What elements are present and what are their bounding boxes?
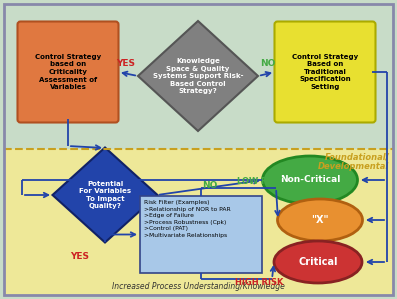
Polygon shape — [138, 21, 258, 131]
Text: Foundational/
Developmental: Foundational/ Developmental — [318, 152, 389, 171]
Text: Increased Process Understanding/Knowledge: Increased Process Understanding/Knowledg… — [112, 282, 284, 291]
Text: Potential
For Variables
To Impact
Quality?: Potential For Variables To Impact Qualit… — [79, 181, 131, 209]
Text: YES: YES — [116, 59, 135, 68]
Ellipse shape — [278, 199, 362, 241]
Text: HIGH RISK: HIGH RISK — [235, 278, 283, 287]
Text: Critical: Critical — [298, 257, 338, 267]
Text: YES: YES — [71, 252, 89, 261]
Text: NO: NO — [260, 59, 276, 68]
Bar — [4, 149, 393, 295]
Text: NO: NO — [202, 181, 218, 190]
FancyBboxPatch shape — [17, 22, 118, 123]
Bar — [4, 4, 393, 149]
Text: Knowledge
Space & Quality
Systems Support Risk-
Based Control
Strategy?: Knowledge Space & Quality Systems Suppor… — [153, 58, 243, 94]
Text: "X": "X" — [311, 215, 329, 225]
Ellipse shape — [262, 156, 358, 204]
Text: Control Strategy
based on
Criticality
Assessment of
Variables: Control Strategy based on Criticality As… — [35, 54, 101, 90]
Ellipse shape — [274, 241, 362, 283]
FancyBboxPatch shape — [274, 22, 376, 123]
Text: LOW RISK: LOW RISK — [237, 177, 283, 186]
FancyBboxPatch shape — [140, 196, 262, 273]
Polygon shape — [52, 147, 158, 242]
Text: Control Strategy
Based on
Traditional
Specification
Setting: Control Strategy Based on Traditional Sp… — [292, 54, 358, 90]
Text: Risk Filter (Examples)
>Relationship of NOR to PAR
>Edge of Failure
>Process Rob: Risk Filter (Examples) >Relationship of … — [144, 200, 231, 238]
Text: Non-Critical: Non-Critical — [280, 176, 340, 184]
